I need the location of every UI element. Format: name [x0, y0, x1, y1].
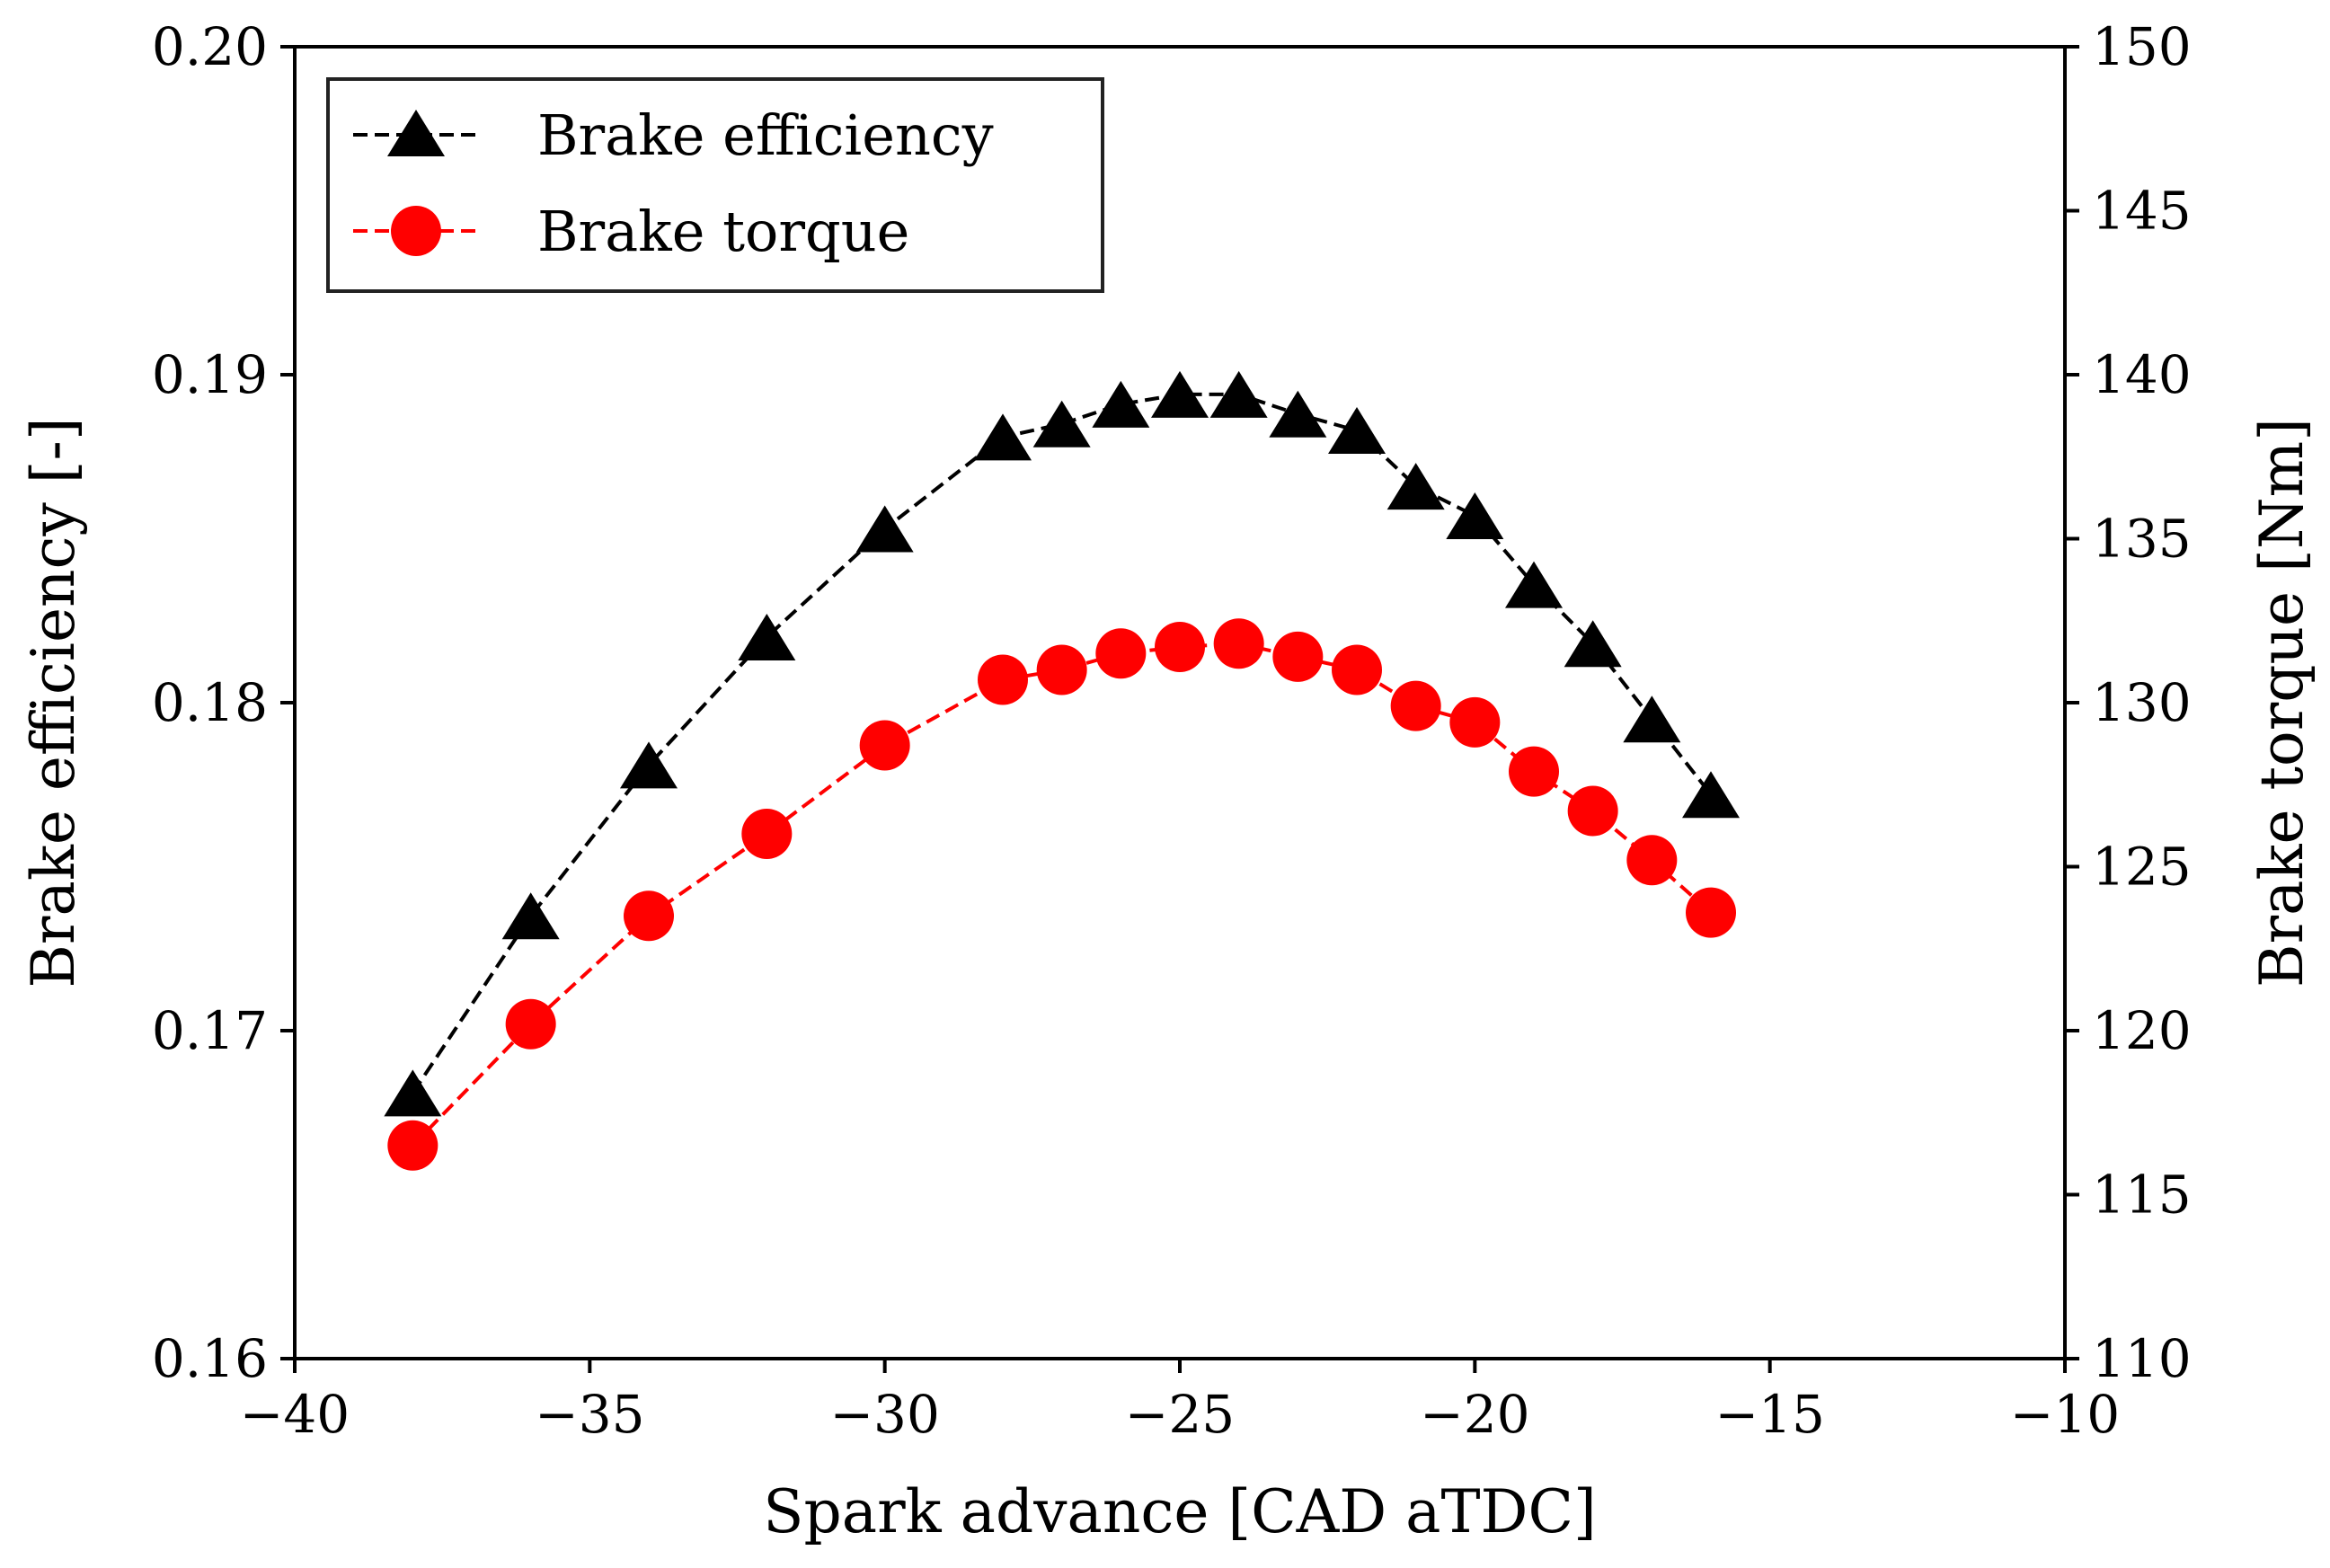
data-point-brake-torque: [1626, 835, 1678, 886]
x-tick-label: −20: [1420, 1384, 1529, 1445]
data-point-brake-torque: [859, 720, 910, 771]
x-tick-label: −25: [1125, 1384, 1235, 1445]
data-point-brake-torque: [387, 1120, 439, 1171]
data-point-brake-torque: [1213, 618, 1264, 669]
x-tick-label: −30: [829, 1384, 939, 1445]
y-right-tick-label: 115: [2092, 1165, 2192, 1226]
data-point-brake-efficiency: [501, 892, 560, 940]
data-point-brake-torque: [1272, 631, 1324, 682]
data-point-brake-efficiency: [855, 505, 914, 553]
legend-triangle-marker: [387, 110, 445, 156]
series-layer: [384, 370, 1740, 1171]
y-right-tick-label: 145: [2092, 181, 2192, 242]
x-tick-label: −40: [240, 1384, 350, 1445]
y-left-axis-title: Brake efficiency [-]: [19, 417, 88, 988]
data-point-brake-efficiency: [1328, 407, 1386, 455]
y-right-tick-label: 150: [2092, 16, 2192, 77]
y-left-tick-label: 0.16: [152, 1328, 268, 1389]
data-point-brake-torque: [1509, 746, 1559, 797]
data-point-brake-torque: [1036, 644, 1087, 695]
y-right-tick-label: 135: [2092, 509, 2192, 570]
y-right-tick-label: 125: [2092, 837, 2192, 898]
y-left-tick-label: 0.19: [152, 344, 268, 405]
y-left-tick-label: 0.17: [152, 1000, 268, 1061]
x-axis-title: Spark advance [CAD aTDC]: [763, 1477, 1596, 1546]
y-right-tick-label: 140: [2092, 344, 2192, 405]
data-point-brake-efficiency: [1386, 463, 1445, 510]
data-point-brake-efficiency: [1682, 771, 1740, 819]
y-left-tick-label: 0.18: [152, 672, 268, 733]
y-left-tick-label: 0.20: [152, 16, 268, 77]
data-point-brake-torque: [1686, 887, 1736, 938]
data-point-brake-efficiency: [384, 1069, 442, 1117]
x-tick-label: −15: [1714, 1384, 1824, 1445]
data-point-brake-efficiency: [1092, 380, 1150, 428]
plot-frame: [293, 45, 2067, 1360]
legend: Brake efficiency Brake torque: [326, 77, 1104, 293]
legend-box: [326, 77, 1104, 293]
data-point-brake-efficiency: [974, 413, 1032, 461]
legend-label-efficiency: Brake efficiency: [537, 102, 994, 168]
data-point-brake-torque: [1332, 644, 1382, 695]
data-point-brake-efficiency: [620, 741, 678, 789]
data-point-brake-torque: [1449, 696, 1501, 748]
ticks-layer: −40 −35 −30 −25 −20 −15 −10 0.16 0.17 0.18 0.19 0.2…: [152, 16, 2192, 1445]
data-point-brake-torque: [1390, 680, 1441, 731]
y-right-tick-label: 130: [2092, 672, 2192, 733]
data-point-brake-efficiency: [738, 614, 796, 660]
data-point-brake-efficiency: [1032, 400, 1091, 447]
y-right-tick-label: 120: [2092, 1000, 2192, 1061]
data-point-brake-torque: [1155, 621, 1205, 672]
y-right-axis-title: Brake torque [Nm]: [2247, 418, 2317, 988]
data-point-brake-torque: [624, 890, 674, 942]
data-point-brake-efficiency: [1564, 620, 1622, 668]
data-point-brake-efficiency: [1269, 390, 1327, 438]
data-point-brake-efficiency: [1623, 695, 1681, 743]
data-point-brake-efficiency: [1209, 370, 1268, 418]
x-tick-label: −35: [535, 1384, 644, 1445]
data-point-brake-efficiency: [1505, 561, 1563, 608]
data-point-brake-efficiency: [1446, 492, 1504, 539]
x-tick-label: −10: [2010, 1384, 2120, 1445]
legend-label-torque: Brake torque: [537, 199, 909, 264]
legend-circle-marker: [391, 206, 441, 256]
y-right-tick-label: 110: [2092, 1328, 2192, 1389]
data-point-brake-torque: [741, 809, 793, 859]
data-point-brake-torque: [1095, 628, 1147, 679]
data-point-brake-efficiency: [1151, 370, 1209, 418]
data-point-brake-torque: [1567, 785, 1618, 837]
data-point-brake-torque: [978, 654, 1028, 705]
data-point-brake-torque: [505, 998, 556, 1050]
